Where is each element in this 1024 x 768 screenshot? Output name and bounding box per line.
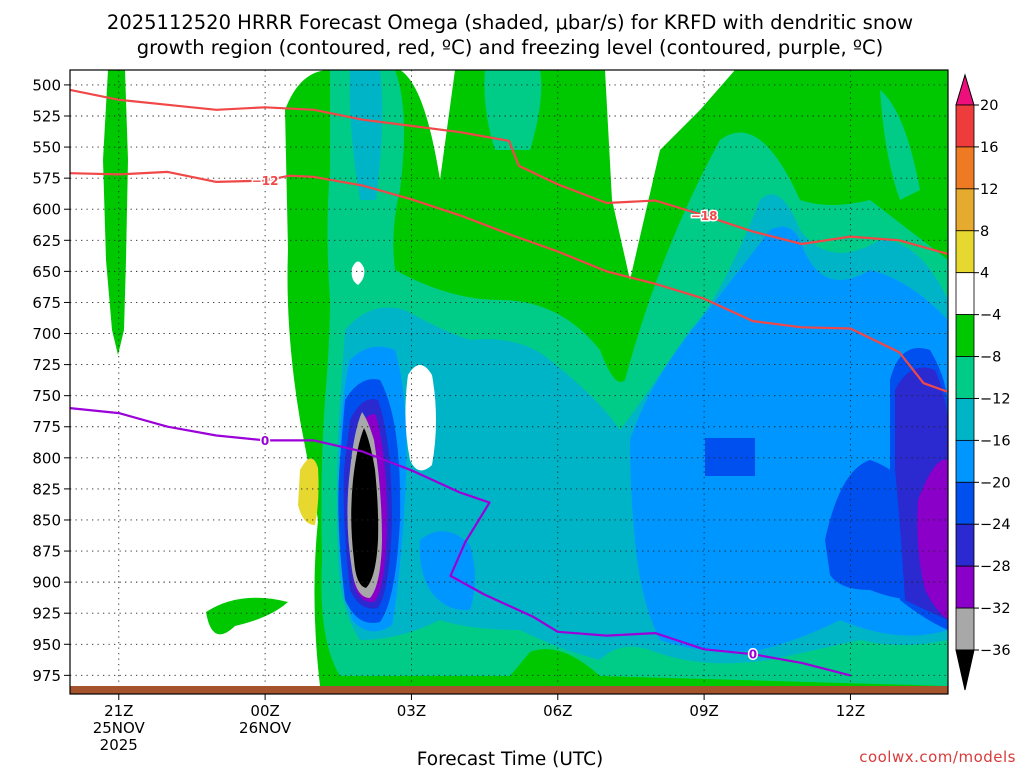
y-tick-label: 900 [32,574,61,592]
colorbar-bottom-arrow [955,649,975,691]
y-tick-label: 600 [32,201,61,219]
y-tick-label: 750 [32,387,61,405]
colorbar-swatch [955,481,975,525]
colorbar-swatch [955,230,975,274]
colorbar-swatch [955,104,975,148]
y-tick-label: 525 [32,107,61,125]
x-tick-label: 2025 [100,736,138,754]
ground-strip [70,686,948,694]
y-tick-label: 800 [32,449,61,467]
colorbar-swatch [955,398,975,441]
y-tick-label: 850 [32,511,61,529]
x-tick-label: 03Z [397,702,426,720]
x-tick-label: 21Z [104,702,133,720]
freezing-level-contour-label: 0 [749,648,757,662]
colorbar-label: 8 [980,224,989,240]
colorbar-label: −4 [980,308,1001,324]
y-tick-label: 975 [32,667,61,685]
colorbar-swatch [955,356,975,399]
colorbar: 20 16 12 8 4 −4 −8 −12 −16 −20 −24 −28 −32 −36 [955,73,1011,691]
y-tick-label: 500 [32,76,61,94]
colorbar-swatch [955,523,975,567]
colorbar-swatch [955,146,975,190]
x-tick-label: 06Z [543,702,572,720]
y-tick-label: 575 [32,170,61,188]
y-tick-label: 550 [32,139,61,157]
colorbar-swatch [955,439,975,483]
x-tick-label: 26NOV [239,719,292,737]
credit-text: coolwx.com/models [859,748,1016,766]
y-tick-label: 625 [32,232,61,250]
grid [70,70,948,694]
colorbar-label: −36 [980,643,1011,659]
colorbar-label: −28 [980,559,1011,575]
plot-frame [69,69,949,695]
colorbar-label: −12 [980,391,1011,407]
colorbar-swatch [955,314,975,357]
colorbar-label: 4 [980,266,989,282]
x-tick-label: 25NOV [93,719,146,737]
freezing-level-contour-line [70,407,851,677]
y-tick-label: 700 [32,325,61,343]
y-tick-label: 675 [32,294,61,312]
chart-title-line-2: growth region (contoured, red, ºC) and f… [137,36,884,59]
dendritic-contour-label: −12 [252,174,279,188]
colorbar-label: 16 [980,140,998,156]
colorbar-swatch [955,272,975,316]
x-tick-label: 12Z [836,702,865,720]
dendritic-contour-line [70,170,948,393]
x-tick-label: 00Z [250,702,279,720]
colorbar-label: 12 [980,182,998,198]
dendritic-contour-line [70,88,948,256]
colorbar-label: −8 [980,350,1001,366]
freezing-level-contour-label: 0 [261,434,269,448]
dendritic-contour-label: −18 [691,209,718,223]
colorbar-label: −20 [980,475,1011,491]
colorbar-label: 20 [980,98,998,114]
colorbar-top-arrow [955,73,975,106]
y-tick-label: 725 [32,356,61,374]
y-tick-label: 775 [32,418,61,436]
colorbar-swatch [955,607,975,651]
y-tick-label: 650 [32,263,61,281]
y-tick-label: 875 [32,543,61,561]
colorbar-label: −24 [980,517,1011,533]
colorbar-swatch [955,188,975,232]
y-tick-label: 825 [32,480,61,498]
y-tick-label: 925 [32,605,61,623]
colorbar-label: −16 [980,433,1011,449]
chart-title-line-1: 2025112520 HRRR Forecast Omega (shaded, … [107,11,913,34]
colorbar-label: −32 [980,601,1011,617]
x-axis-label: Forecast Time (UTC) [417,749,603,768]
y-tick-label: 950 [32,636,61,654]
colorbar-swatch [955,565,975,609]
omega-shading [103,70,948,686]
y-axis: 500 525 550 575 600 625 650 675 700 725 750 775 800 8… [32,76,70,685]
x-tick-label: 09Z [689,702,718,720]
contour-lines: −12 −18 0 0 [70,88,948,677]
